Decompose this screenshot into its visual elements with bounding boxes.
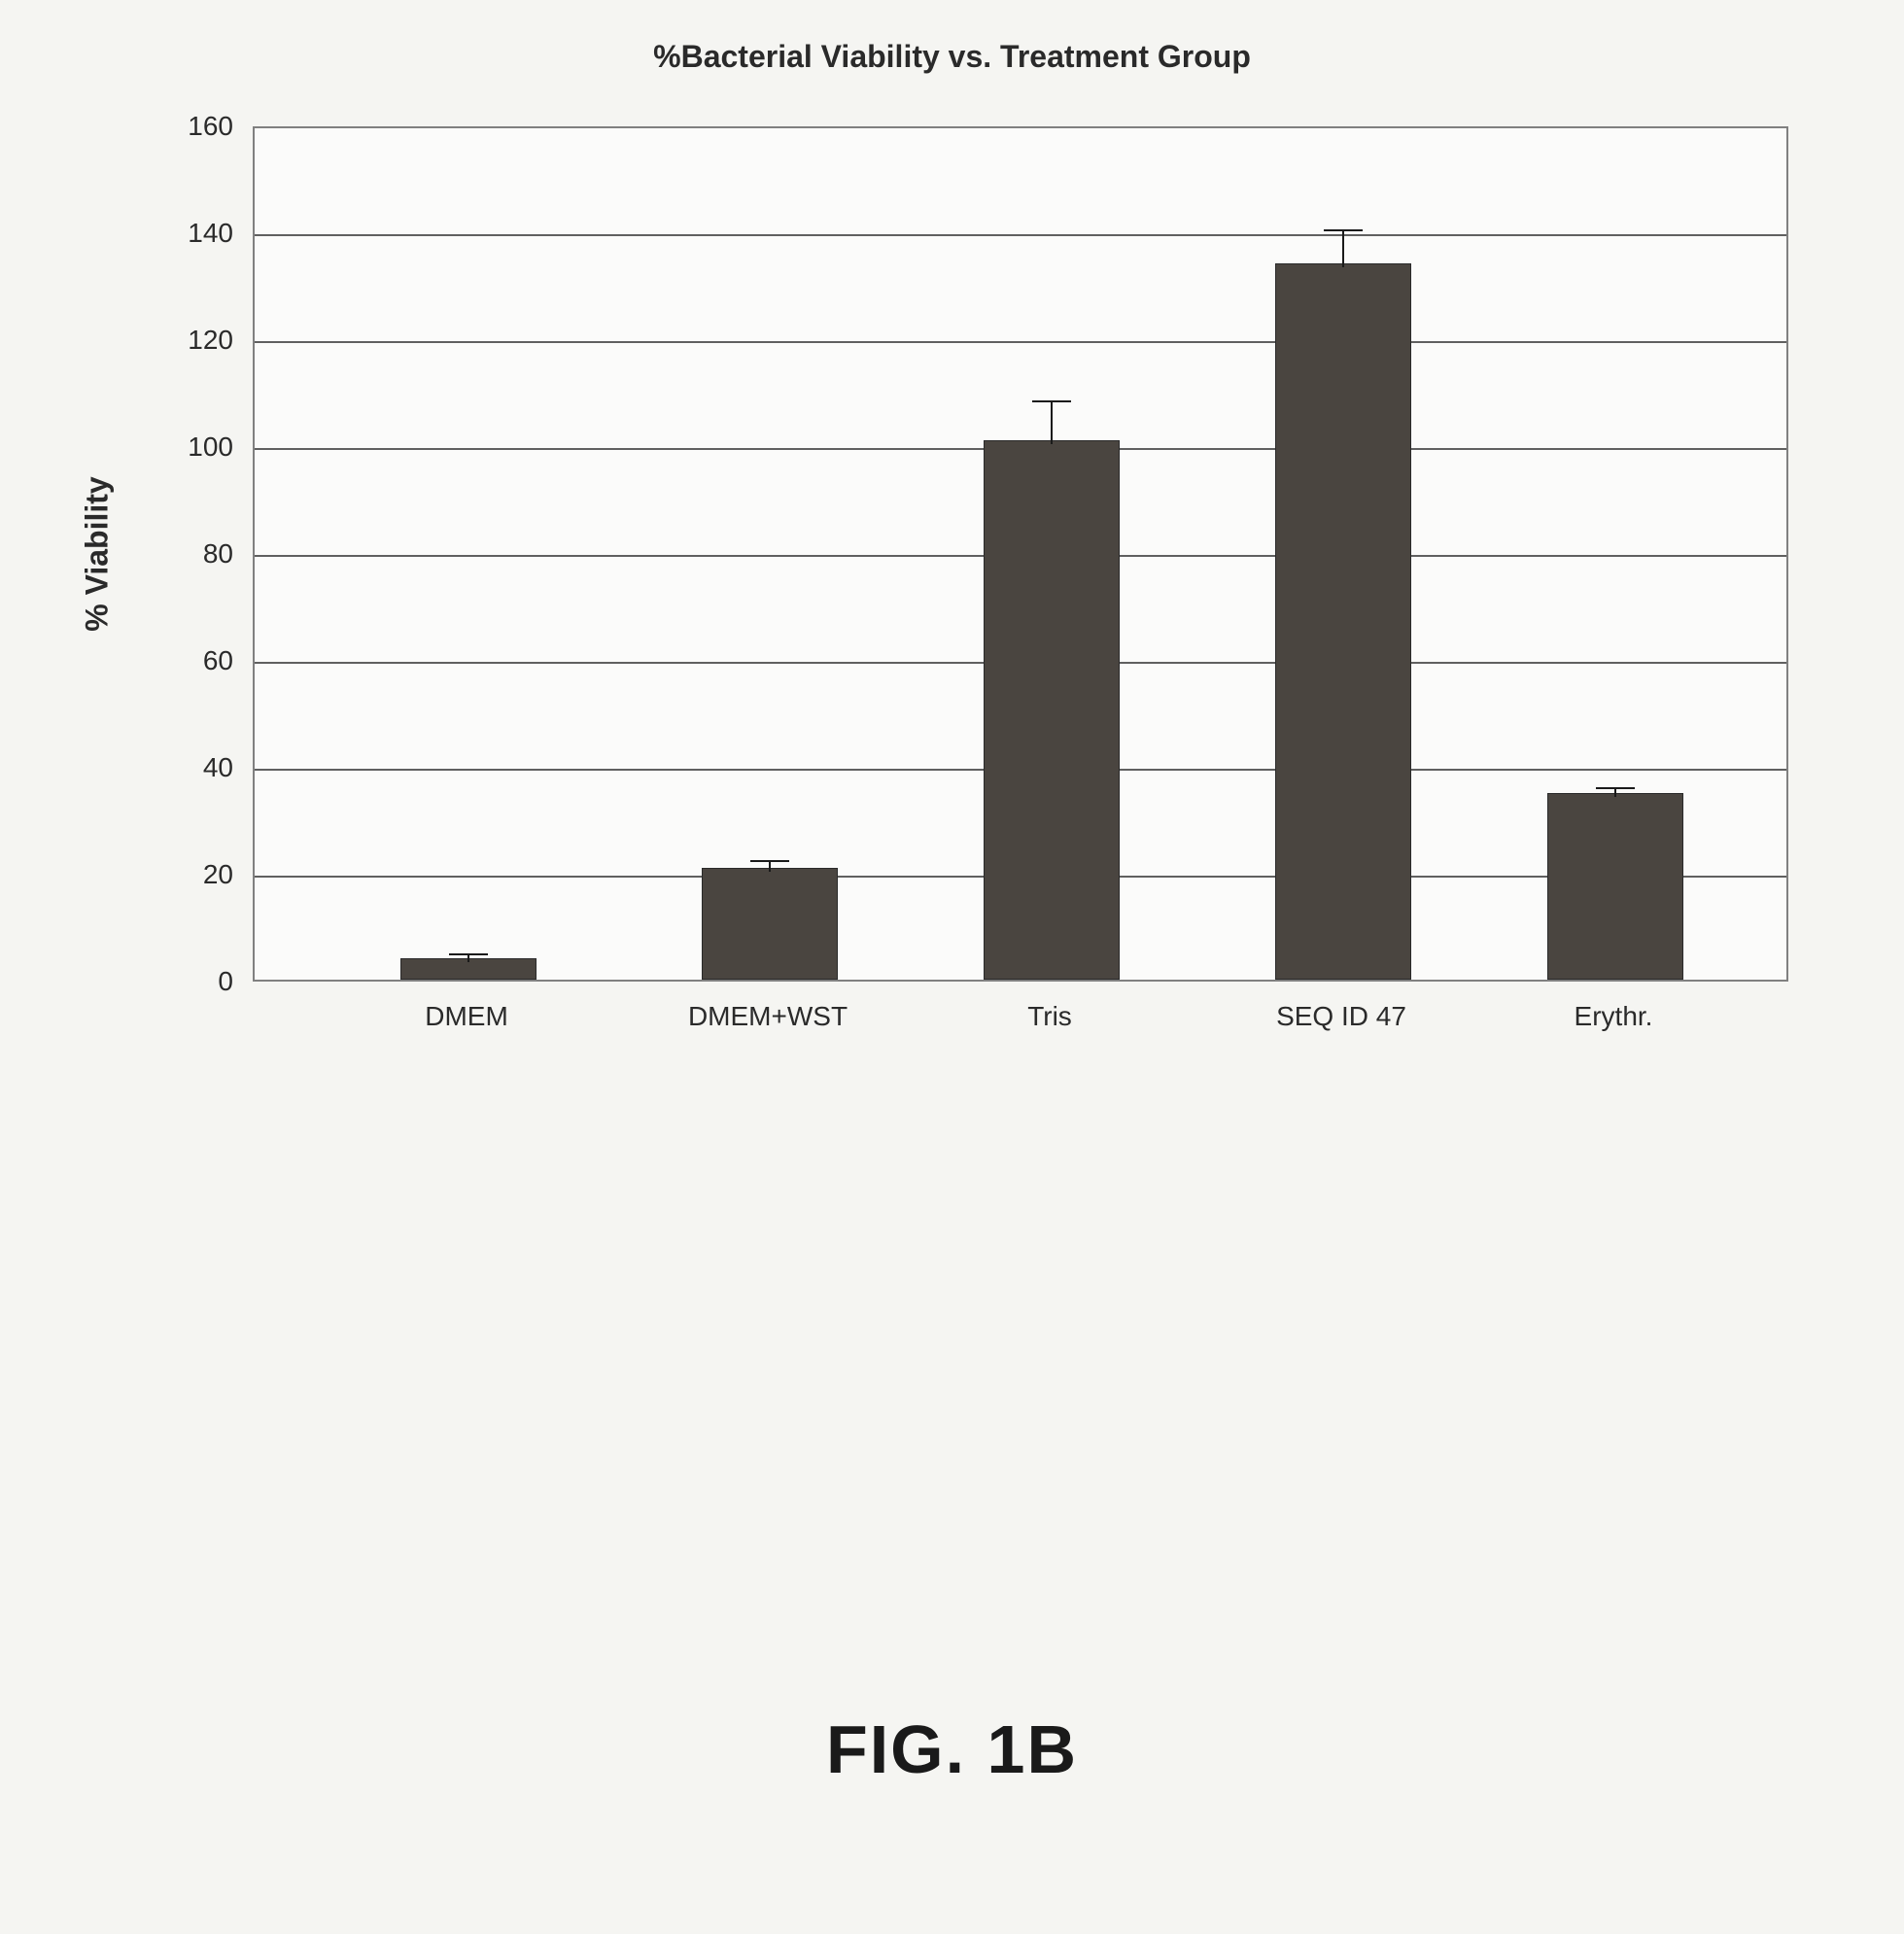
error-bar-cap xyxy=(1324,229,1363,231)
bar xyxy=(984,440,1120,981)
y-tick-label: 120 xyxy=(136,325,233,356)
gridline xyxy=(255,234,1786,236)
chart-title: %Bacterial Viability vs. Treatment Group xyxy=(0,39,1904,75)
error-bar xyxy=(1342,230,1344,268)
gridline xyxy=(255,341,1786,343)
y-tick-label: 140 xyxy=(136,218,233,249)
y-tick-label: 80 xyxy=(136,538,233,570)
x-tick-label: Erythr. xyxy=(1575,1001,1653,1032)
error-bar-cap xyxy=(449,953,488,955)
error-bar-cap xyxy=(1032,400,1071,402)
error-bar xyxy=(1614,788,1616,796)
bar xyxy=(702,868,838,981)
y-tick-label: 60 xyxy=(136,645,233,676)
y-tick-label: 0 xyxy=(136,966,233,997)
plot-area xyxy=(253,126,1788,982)
error-bar-cap xyxy=(750,860,789,862)
y-tick-label: 40 xyxy=(136,752,233,783)
figure-label: FIG. 1B xyxy=(0,1710,1904,1788)
error-bar xyxy=(1051,401,1053,444)
error-bar xyxy=(769,861,771,872)
bar xyxy=(1275,263,1411,980)
bar xyxy=(1547,793,1683,981)
chart-container: % Viability 020406080100120140160 DMEMDM… xyxy=(136,126,1788,1079)
y-tick-label: 20 xyxy=(136,859,233,890)
x-tick-label: DMEM+WST xyxy=(688,1001,848,1032)
x-tick-label: SEQ ID 47 xyxy=(1276,1001,1406,1032)
error-bar-cap xyxy=(1596,787,1635,789)
x-tick-label: DMEM xyxy=(425,1001,508,1032)
error-bar xyxy=(467,954,469,962)
y-axis-label: % Viability xyxy=(80,476,116,631)
plot-inner xyxy=(255,128,1786,980)
page: %Bacterial Viability vs. Treatment Group… xyxy=(0,0,1904,1934)
x-tick-label: Tris xyxy=(1027,1001,1072,1032)
y-tick-label: 100 xyxy=(136,432,233,463)
y-tick-label: 160 xyxy=(136,111,233,142)
